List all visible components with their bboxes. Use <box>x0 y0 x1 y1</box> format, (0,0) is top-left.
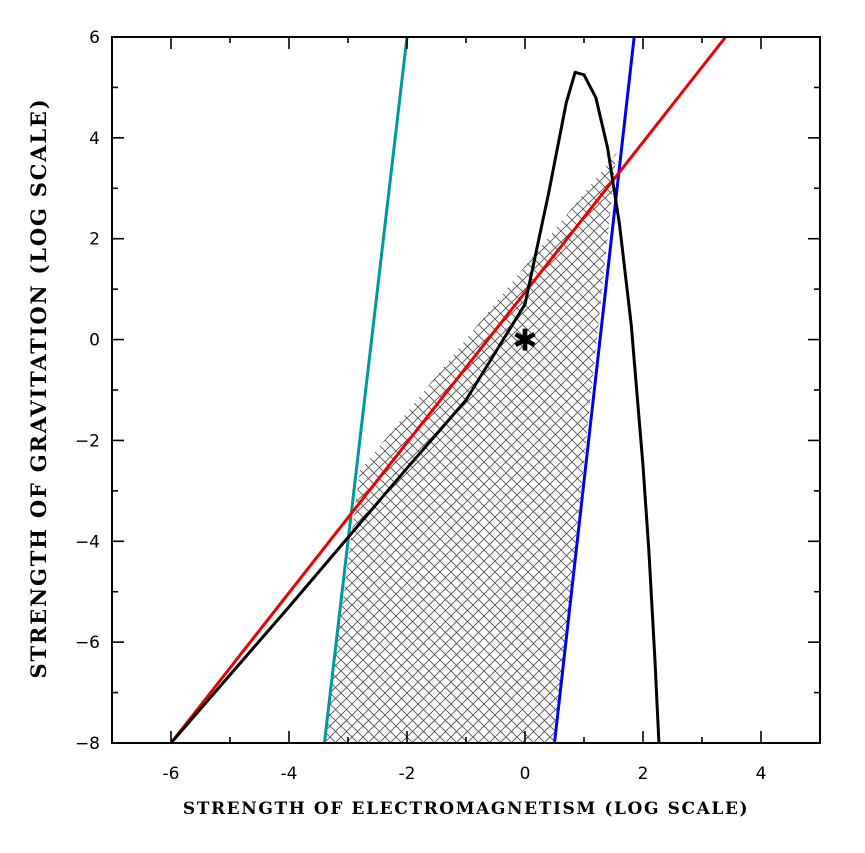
series-layer <box>169 37 728 743</box>
y-tick-label: −8 <box>75 734 100 754</box>
y-tick-label: 6 <box>89 28 100 48</box>
y-tick-label: 4 <box>89 129 100 149</box>
tick-layer: -6 -4 -2 0 2 4 6 4 2 0 −2 −4 −6 −8 <box>75 28 821 784</box>
series-line-0 <box>322 37 409 743</box>
y-tick-label: −4 <box>75 532 100 552</box>
series-line-1 <box>553 37 636 743</box>
x-tick-label: 4 <box>756 764 767 784</box>
y-axis-title: STRENGTH OF GRAVITATION (LOG SCALE) <box>26 98 51 679</box>
y-tick-label: 2 <box>89 230 100 250</box>
x-tick-label: 2 <box>638 764 649 784</box>
series-line-2 <box>169 37 728 743</box>
shaded-layer <box>324 152 617 743</box>
x-tick-label: 0 <box>520 764 531 784</box>
y-tick-label: −6 <box>75 633 100 653</box>
x-tick-label: -4 <box>281 764 298 784</box>
shaded-region <box>324 152 617 743</box>
x-tick-label: -6 <box>163 764 180 784</box>
y-tick-label: 0 <box>89 331 100 351</box>
y-tick-label: −2 <box>75 431 100 451</box>
series-line-3 <box>169 70 661 743</box>
annotation-layer: ✱ <box>512 324 537 359</box>
x-axis-title: STRENGTH OF ELECTROMAGNETISM (LOG SCALE) <box>183 799 749 819</box>
star-marker: ✱ <box>512 324 537 359</box>
x-tick-label: -2 <box>399 764 416 784</box>
